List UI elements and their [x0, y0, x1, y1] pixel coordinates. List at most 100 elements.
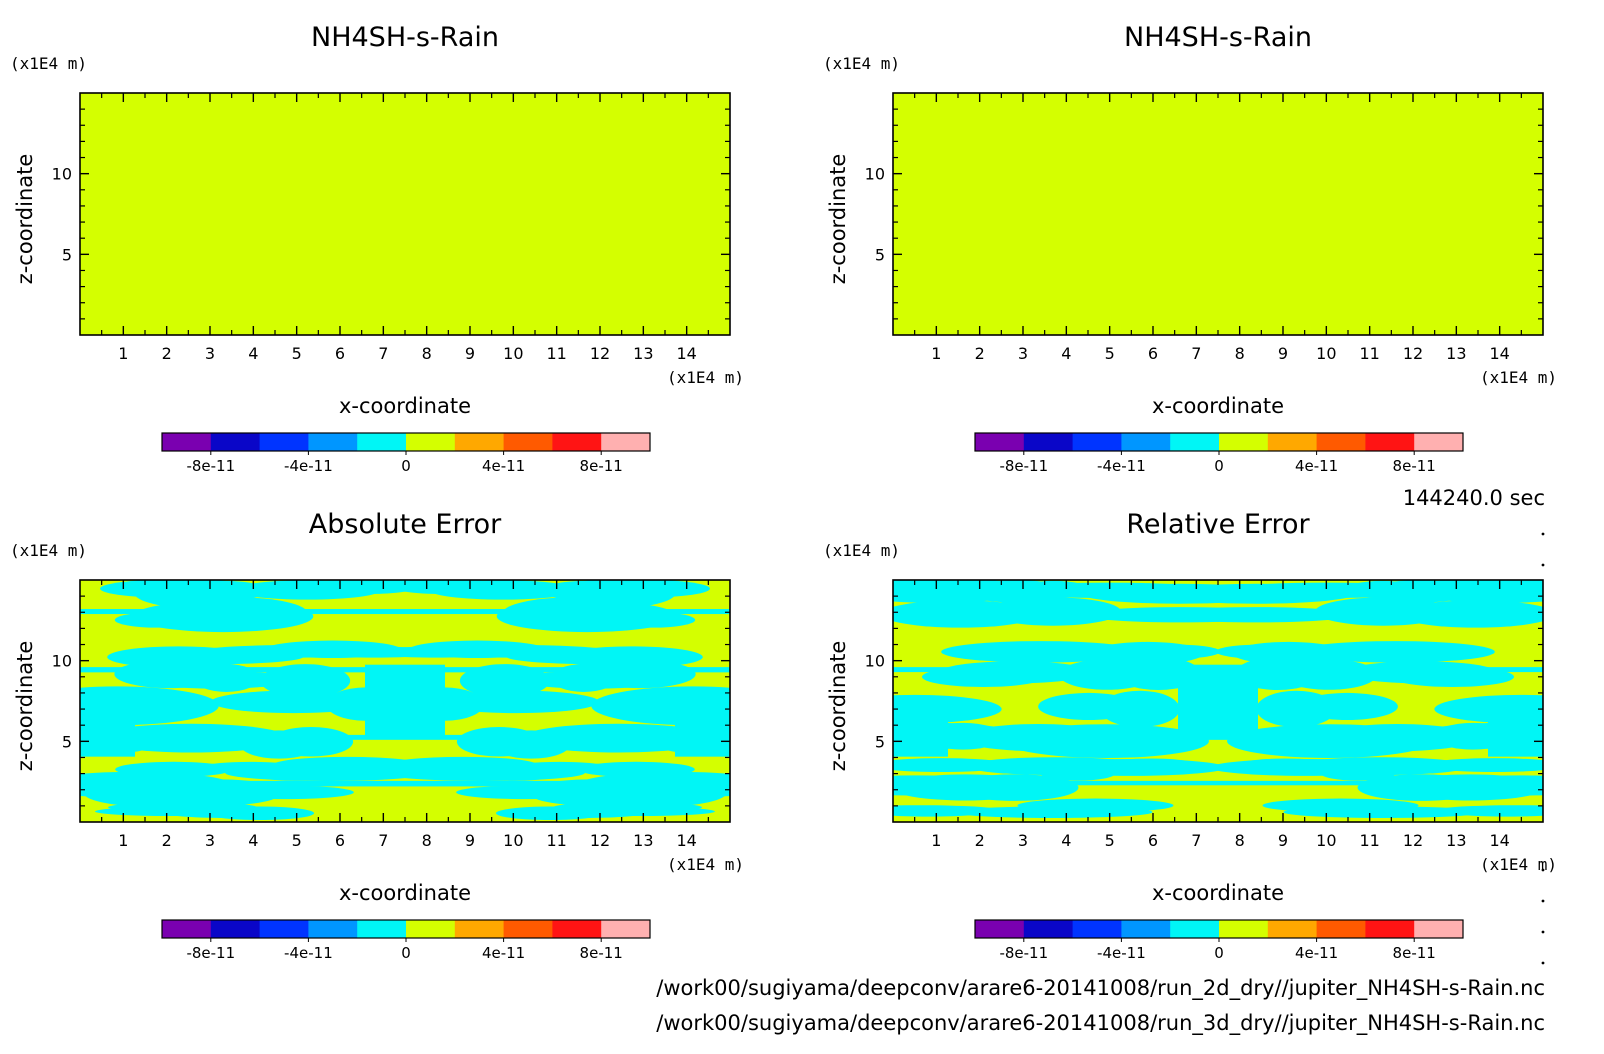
colorbar-swatch	[1414, 920, 1464, 938]
x-tick-label: 6	[335, 831, 345, 850]
field-blob	[1283, 806, 1484, 818]
field-blob	[179, 580, 269, 601]
colorbar-swatch	[503, 433, 553, 451]
colorbar-swatch	[601, 433, 651, 451]
colorbar: -8e-11 -4e-11 0 4e-11 8e-11	[161, 432, 651, 475]
x-tick-label: 5	[292, 344, 302, 363]
colorbar-tick-label: -8e-11	[186, 457, 235, 475]
colorbar-swatch	[1267, 920, 1318, 938]
colorbar-swatch	[1072, 433, 1122, 451]
colorbar-swatch	[308, 433, 358, 451]
field-streak	[80, 734, 730, 740]
colorbar-tick-label: -8e-11	[999, 457, 1048, 475]
colorbar: -8e-11 -4e-11 0 4e-11 8e-11	[974, 919, 1464, 962]
field-blob	[107, 802, 258, 813]
field-blob	[260, 664, 351, 698]
colorbar-tick-label: 8e-11	[1393, 457, 1436, 475]
field-blob	[459, 664, 550, 698]
field-blob	[675, 713, 730, 757]
field	[893, 93, 1543, 335]
panel-top-right: NH4SH-s-Rain(x1E4 m)1 2 3 4 5 6 7 8 9 10 11 12 13 145…	[823, 22, 1557, 475]
colorbar-swatch	[308, 920, 358, 938]
panel-title: NH4SH-s-Rain	[1124, 22, 1312, 53]
panel-title: Relative Error	[1126, 509, 1310, 540]
x-tick-label: 3	[205, 831, 215, 850]
x-tick-label: 10	[503, 344, 523, 363]
colorbar-swatch	[975, 920, 1025, 938]
margin-dots	[1541, 532, 1545, 965]
field-blob	[541, 580, 631, 601]
field	[80, 580, 730, 822]
x-tick-label: 5	[1105, 344, 1115, 363]
colorbar-tick-label: 8e-11	[1393, 944, 1436, 962]
x-tick-label: 12	[1403, 831, 1423, 850]
y-tick-label: 5	[62, 732, 72, 751]
x-tick-label: 12	[1403, 344, 1423, 363]
x-tick-label: 9	[1278, 831, 1288, 850]
colorbar-swatch	[552, 433, 602, 451]
field-blob	[925, 775, 1000, 798]
panel-top-left: NH4SH-s-Rain(x1E4 m)1 2 3 4 5 6 7 8 9 10 11 12 13 145…	[10, 22, 744, 475]
field-blob	[1210, 759, 1400, 776]
field-blob	[939, 661, 1092, 684]
x-unit-label: (x1E4 m)	[667, 368, 744, 387]
x-tick-label: 8	[422, 831, 432, 850]
field-blob	[1178, 664, 1258, 738]
colorbar-swatch	[162, 920, 212, 938]
field-blob	[610, 612, 696, 628]
field-streak	[80, 780, 730, 787]
colorbar-tick-label: 4e-11	[482, 457, 525, 475]
field-blob	[893, 600, 1040, 628]
y-tick-label: 10	[865, 165, 885, 184]
colorbar-tick-label: -4e-11	[284, 944, 333, 962]
field-blob	[1227, 724, 1432, 758]
colorbar-swatch	[1170, 433, 1220, 451]
x-unit-label: (x1E4 m)	[1480, 855, 1557, 874]
colorbar-tick-label: 0	[401, 944, 411, 962]
x-tick-label: 1	[118, 831, 128, 850]
y-tick-label: 5	[875, 245, 885, 264]
colorbar-swatch	[1121, 920, 1171, 938]
field-blob	[1396, 600, 1543, 628]
x-tick-label: 3	[205, 344, 215, 363]
colorbar-swatch	[210, 920, 261, 938]
colorbar-tick-label: 4e-11	[482, 944, 525, 962]
x-tick-label: 11	[546, 344, 566, 363]
x-tick-label: 8	[422, 344, 432, 363]
field-blob	[233, 580, 382, 600]
field-blob	[265, 640, 401, 658]
field-fill	[893, 93, 1543, 335]
x-tick-label: 4	[1061, 831, 1071, 850]
colorbar-swatch	[1267, 433, 1318, 451]
field-blob	[1038, 692, 1140, 721]
field-blob	[456, 785, 595, 800]
field-blob	[516, 670, 670, 689]
file-path-2: /work00/sugiyama/deepconv/arare6-2014100…	[656, 1011, 1545, 1036]
x-tick-label: 4	[248, 344, 258, 363]
y-axis-label: z-coordinate	[826, 154, 850, 285]
colorbar-tick-label: -8e-11	[999, 944, 1048, 962]
y-tick-label: 5	[875, 732, 885, 751]
colorbar-swatch	[454, 433, 505, 451]
field-blob	[365, 664, 445, 738]
x-tick-label: 3	[1018, 831, 1028, 850]
x-tick-label: 11	[1359, 344, 1379, 363]
file-path-1: /work00/sugiyama/deepconv/arare6-2014100…	[656, 976, 1545, 1001]
x-tick-label: 7	[378, 831, 388, 850]
y-tick-label: 10	[52, 165, 72, 184]
field-blob	[114, 612, 200, 628]
x-tick-label: 2	[975, 344, 985, 363]
field-blob	[428, 580, 577, 600]
colorbar-tick-label: -8e-11	[186, 944, 235, 962]
panel-bottom-left: Absolute Error(x1E4 m)1 2 3 4 5 6 7 8 9 10 11 12 13 1…	[10, 509, 744, 962]
field-blob	[93, 723, 290, 753]
x-tick-label: 9	[1278, 344, 1288, 363]
field-blob	[1036, 759, 1226, 776]
colorbar-tick-label: 8e-11	[580, 944, 623, 962]
field-blob	[1295, 641, 1495, 663]
x-tick-label: 1	[931, 344, 941, 363]
